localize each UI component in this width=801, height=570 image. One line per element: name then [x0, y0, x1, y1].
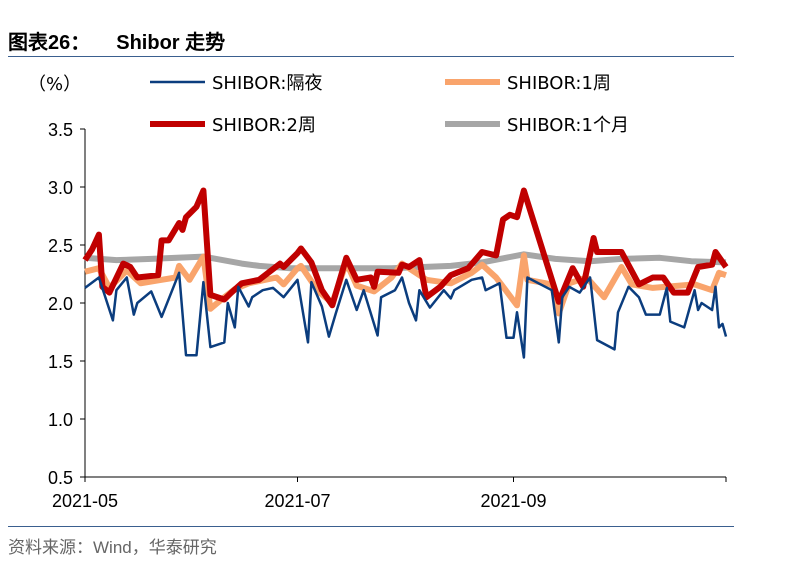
source-note: 资料来源：Wind，华泰研究	[8, 538, 217, 557]
series-line-1	[84, 252, 727, 317]
bottom-divider	[8, 526, 734, 527]
x-tick-label: 2021-09	[480, 491, 546, 511]
legend-label: SHIBOR:1周	[507, 73, 611, 94]
series-line-2	[82, 187, 729, 309]
figure-label: 图表26：	[8, 32, 91, 54]
y-tick-label: 1.0	[48, 410, 73, 430]
legend-label: SHIBOR:2周	[212, 115, 316, 136]
series-line-0	[84, 271, 728, 359]
y-tick-label: 0.5	[48, 468, 73, 488]
y-tick-label: 1.5	[48, 352, 73, 372]
chart-title: Shibor 走势	[116, 32, 226, 54]
figure-title: 图表26： Shibor 走势	[8, 26, 251, 55]
y-tick-label: 2.0	[48, 294, 73, 314]
y-tick-label: 3.0	[48, 178, 73, 198]
y-tick-label: 2.5	[48, 236, 73, 256]
legend-label: SHIBOR:隔夜	[212, 73, 323, 94]
top-divider	[8, 56, 734, 57]
x-tick-label: 2021-07	[264, 491, 330, 511]
x-tick-label: 2021-05	[52, 491, 118, 511]
y-axis-unit: （%）	[28, 74, 81, 95]
legend-label: SHIBOR:1个月	[507, 115, 629, 136]
y-tick-label: 3.5	[48, 120, 73, 140]
